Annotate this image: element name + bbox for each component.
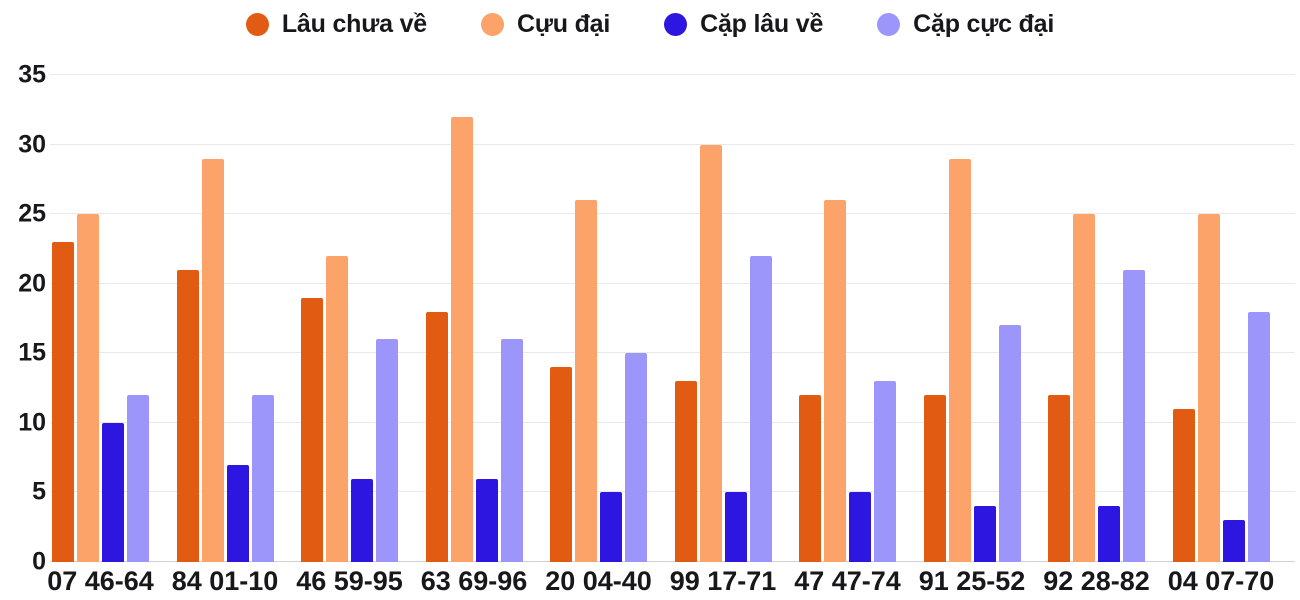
x-axis-tick-label: 63 69-96 xyxy=(420,566,528,596)
legend-swatch-icon xyxy=(877,12,901,36)
bar-group xyxy=(175,75,300,562)
gridline xyxy=(50,282,1295,284)
legend-item-1[interactable]: Cựu đại xyxy=(481,9,611,38)
gridline xyxy=(50,421,1295,423)
bar[interactable] xyxy=(674,381,697,562)
bar[interactable] xyxy=(1123,269,1145,562)
y-axis: 0 5 10 15 20 25 30 35 xyxy=(0,62,46,574)
y-axis-tick-label: 25 xyxy=(18,199,46,228)
bar[interactable] xyxy=(699,144,722,562)
y-axis-tick-label: 15 xyxy=(18,338,46,367)
bar[interactable] xyxy=(600,492,622,562)
y-axis-tick-label: 5 xyxy=(32,477,46,506)
legend-item-0[interactable]: Lâu chưa về xyxy=(245,9,427,38)
gridline xyxy=(50,561,1295,562)
x-axis-tick-label: 47 47-74 xyxy=(794,566,901,596)
bar[interactable] xyxy=(52,241,74,562)
x-axis-tick-label: 04 07-70 xyxy=(1167,566,1275,596)
bar[interactable] xyxy=(1073,214,1095,562)
gridline xyxy=(50,143,1295,145)
bar[interactable] xyxy=(1048,395,1070,562)
bar[interactable] xyxy=(1247,311,1270,562)
x-axis-tick-label: 20 04-40 xyxy=(545,566,652,596)
bar-group xyxy=(1046,75,1171,562)
bar[interactable] xyxy=(948,158,971,562)
bar-group xyxy=(922,75,1047,562)
legend-swatch-icon xyxy=(481,12,504,36)
legend-swatch-icon xyxy=(245,12,269,36)
legend-label: Lâu chưa về xyxy=(281,9,427,38)
gridline xyxy=(50,491,1295,493)
gridline xyxy=(50,352,1295,354)
bar-group xyxy=(548,75,673,562)
y-axis-tick-label: 35 xyxy=(18,60,46,89)
x-axis-tick-label: 46 59-95 xyxy=(296,566,403,596)
x-axis-tick-label: 91 25-52 xyxy=(918,566,1026,596)
bar[interactable] xyxy=(201,158,224,562)
x-axis-tick-label: 07 46-64 xyxy=(47,566,154,596)
y-axis-tick-label: 10 xyxy=(18,408,46,437)
bar[interactable] xyxy=(326,255,348,562)
y-axis-tick-label: 20 xyxy=(18,269,46,298)
bar[interactable] xyxy=(251,395,274,562)
bar[interactable] xyxy=(575,200,597,562)
bar[interactable] xyxy=(301,297,323,562)
bar[interactable] xyxy=(625,353,647,562)
bar-group xyxy=(299,75,424,562)
bar[interactable] xyxy=(824,200,846,562)
legend-label: Cựu đại xyxy=(517,9,611,38)
bar[interactable] xyxy=(376,339,398,562)
y-axis-tick-label: 30 xyxy=(18,130,46,159)
bar[interactable] xyxy=(500,339,523,562)
bar[interactable] xyxy=(849,492,871,562)
bar[interactable] xyxy=(351,478,373,562)
bar[interactable] xyxy=(475,478,498,562)
legend-swatch-icon xyxy=(664,12,688,36)
bar[interactable] xyxy=(425,311,448,562)
bar[interactable] xyxy=(998,325,1021,562)
legend-item-3[interactable]: Cặp cực đại xyxy=(877,9,1055,38)
x-axis-tick-label: 99 17-71 xyxy=(669,566,777,596)
bar-group xyxy=(797,75,922,562)
bars-layer xyxy=(50,75,1295,562)
legend-item-2[interactable]: Cặp lâu về xyxy=(664,9,824,38)
bar[interactable] xyxy=(724,492,747,562)
bar-group xyxy=(1171,75,1296,562)
bar[interactable] xyxy=(77,214,99,562)
bar[interactable] xyxy=(550,367,572,562)
y-axis-tick-label: 0 xyxy=(32,547,46,576)
bar[interactable] xyxy=(226,464,249,562)
bar[interactable] xyxy=(973,506,996,562)
bar-group xyxy=(673,75,798,562)
bar[interactable] xyxy=(874,381,896,562)
bar[interactable] xyxy=(1222,520,1245,562)
legend-label: Cặp lâu về xyxy=(700,9,824,38)
bar[interactable] xyxy=(1172,408,1195,562)
bar[interactable] xyxy=(176,269,199,562)
bar[interactable] xyxy=(1098,506,1120,562)
x-axis-tick-label: 84 01-10 xyxy=(171,566,279,596)
gridline xyxy=(50,213,1295,215)
bar-group xyxy=(50,75,175,562)
bar[interactable] xyxy=(923,395,946,562)
chart-legend: Lâu chưa về Cựu đại Cặp lâu về Cặp cực đại xyxy=(0,0,1300,48)
gridline xyxy=(50,74,1295,75)
bar[interactable] xyxy=(749,255,772,562)
bar[interactable] xyxy=(127,395,149,562)
legend-label: Cặp cực đại xyxy=(913,9,1055,38)
bar[interactable] xyxy=(799,395,821,562)
x-axis-tick-label: 92 28-82 xyxy=(1043,566,1150,596)
bar-group xyxy=(424,75,549,562)
bar[interactable] xyxy=(1197,214,1220,562)
plot-area xyxy=(50,74,1295,562)
x-axis: 07 46-64 84 01-10 46 59-95 63 69-96 20 04-40… xyxy=(47,565,1295,600)
bar[interactable] xyxy=(450,116,473,562)
bar[interactable] xyxy=(102,422,124,562)
